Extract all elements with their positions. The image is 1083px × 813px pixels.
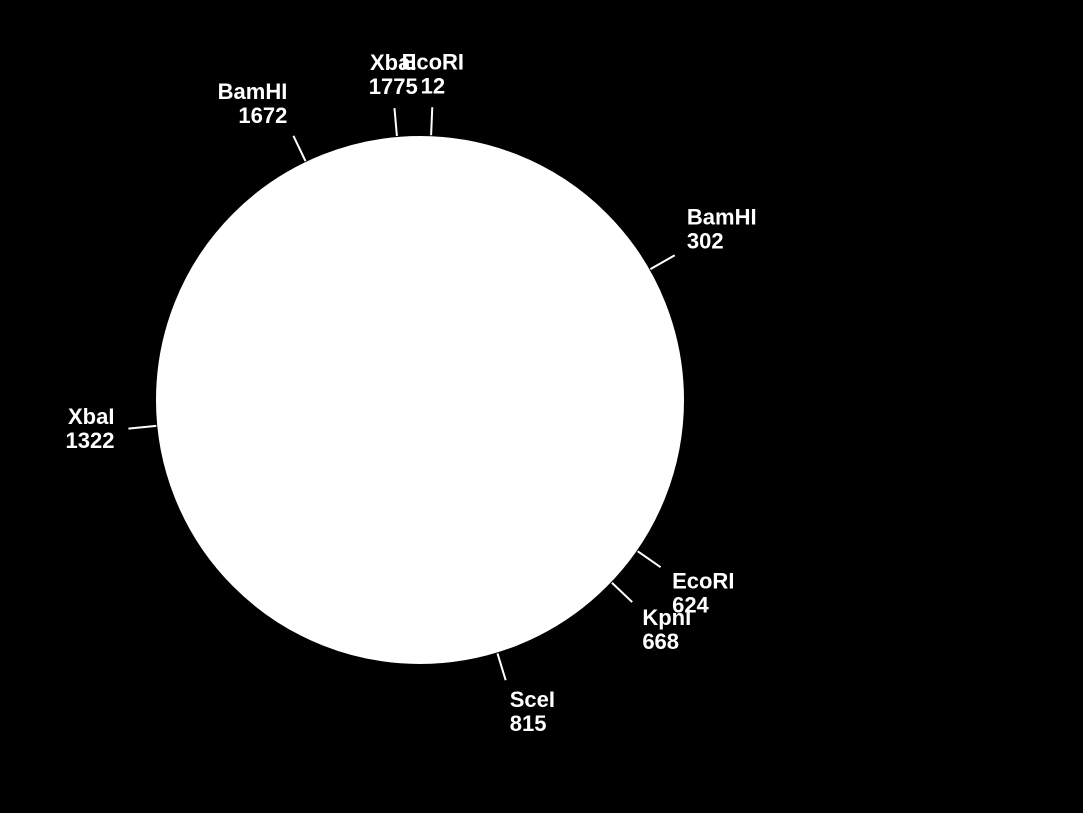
site-enzyme-name: XbaI — [370, 50, 416, 75]
site-label: XbaI1775 — [369, 50, 418, 99]
site-enzyme-name: KpnI — [642, 605, 691, 630]
site-enzyme-name: SceI — [510, 687, 555, 712]
site-enzyme-name: BamHI — [687, 204, 757, 229]
site-tick — [431, 107, 432, 135]
site-position: 302 — [687, 228, 724, 253]
plasmid-circle — [155, 135, 685, 665]
site-enzyme-name: BamHI — [218, 79, 288, 104]
site-enzyme-name: EcoRI — [672, 568, 734, 593]
site-position: 668 — [642, 629, 679, 654]
site-label: XbaI1322 — [66, 404, 115, 453]
site-position: 12 — [421, 73, 445, 98]
plasmid-map: EcoRI12BamHI302EcoRI624KpnI668SceI815Xba… — [0, 0, 1083, 813]
site-position: 1322 — [66, 428, 115, 453]
site-enzyme-name: XbaI — [68, 404, 114, 429]
site-position: 1775 — [369, 74, 418, 99]
site-position: 1672 — [238, 103, 287, 128]
site-position: 815 — [510, 711, 547, 736]
